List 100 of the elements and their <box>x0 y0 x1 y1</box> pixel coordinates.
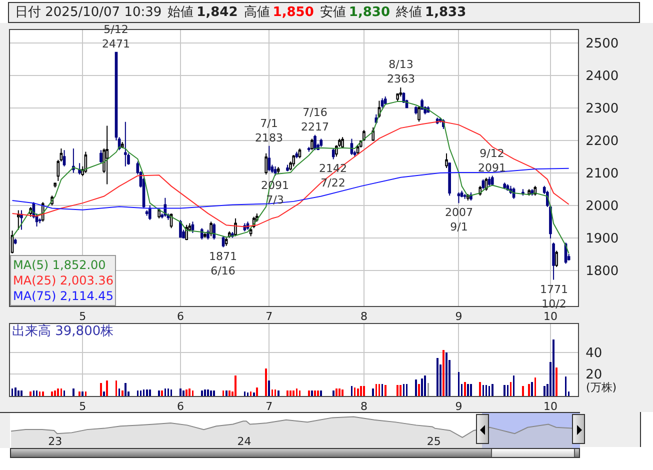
y-tick-label: 2000 <box>586 198 619 214</box>
y-tick-label: 1800 <box>586 264 619 279</box>
x-tick-label: 5 <box>79 400 86 414</box>
candlestick <box>145 210 148 216</box>
y-tick-label: 2400 <box>586 69 619 84</box>
x-tick-label: 8 <box>360 400 368 414</box>
candlestick <box>399 86 402 98</box>
candlestick <box>380 98 384 108</box>
candlestick <box>72 148 75 174</box>
candlestick <box>320 138 323 148</box>
candlestick <box>210 221 212 237</box>
candlestick <box>503 182 506 190</box>
candlestick <box>78 162 81 175</box>
candlestick <box>350 138 354 156</box>
candlestick <box>528 188 530 196</box>
y-tick-label: 2100 <box>586 166 619 182</box>
y-tick-label: 2300 <box>586 101 619 116</box>
candlestick <box>552 242 555 280</box>
candlestick <box>249 228 252 237</box>
candlestick <box>555 250 558 268</box>
candlestick <box>200 228 204 240</box>
text: 始値 1,842 <box>168 5 238 20</box>
annotation: 7/1 2183 <box>255 117 283 144</box>
candlestick <box>530 188 534 196</box>
candlestick <box>148 204 152 220</box>
candlestick <box>292 154 296 167</box>
candlestick <box>100 150 102 164</box>
x-tick-label: 23 <box>48 435 62 448</box>
candlestick <box>490 175 494 186</box>
candlestick <box>298 148 302 159</box>
candlestick <box>106 125 108 185</box>
candlestick <box>204 232 206 238</box>
x-tick-label: 5 <box>79 310 86 324</box>
candlestick <box>264 152 268 175</box>
chart-title: 出来高 39,800株 <box>12 323 114 340</box>
y-tick-label: 2200 <box>586 134 619 149</box>
candlestick <box>20 210 23 230</box>
candlestick <box>14 238 17 245</box>
candlestick <box>268 145 271 172</box>
candlestick <box>38 218 42 224</box>
candlestick <box>212 222 216 240</box>
candlestick <box>308 146 310 152</box>
candlestick <box>158 209 160 219</box>
x-tick-label: 25 <box>426 435 441 448</box>
x-tick-label: 9 <box>455 310 462 324</box>
candlestick <box>224 237 228 246</box>
candlestick <box>274 166 277 176</box>
x-tick-label: 7 <box>266 310 273 324</box>
x-tick-label: 9 <box>455 400 462 414</box>
candlestick <box>120 142 124 148</box>
x-tick-label: 10 <box>543 310 558 324</box>
x-tick-label: 24 <box>237 435 252 448</box>
text: 終値 1,833 <box>396 5 466 20</box>
candlestick <box>179 219 182 238</box>
text: 高値 1,850 <box>244 5 314 20</box>
annotation: 7/16 2217 <box>301 106 329 134</box>
candlestick <box>54 182 57 188</box>
annotation: 1871 6/16 <box>209 250 237 278</box>
candlestick <box>310 138 314 151</box>
candlestick <box>457 192 460 204</box>
x-tick-label: 10 <box>543 400 558 414</box>
candlestick <box>463 193 466 200</box>
candlestick <box>448 162 451 196</box>
y-tick-label: 1900 <box>586 231 619 246</box>
candlestick <box>384 96 387 106</box>
candlestick <box>341 136 344 150</box>
chart-title: 日付 2025/10/07 10:39 <box>15 5 162 20</box>
candlestick <box>332 148 335 160</box>
candlestick <box>488 176 491 186</box>
candlestick <box>418 106 420 122</box>
text: 安値 1,830 <box>320 5 390 20</box>
y-tick-label: 2500 <box>586 36 619 52</box>
annotation: 8/13 2363 <box>387 58 415 86</box>
candlestick <box>445 152 448 168</box>
candlestick <box>372 126 375 142</box>
candlestick <box>482 178 485 190</box>
series-label: MA(5) 1,852.00 <box>13 258 106 272</box>
y-tick-label: 40 <box>586 346 602 361</box>
candlestick <box>228 230 231 238</box>
x-tick-label: 6 <box>176 400 184 414</box>
candlestick <box>276 166 280 174</box>
candlestick <box>124 121 127 167</box>
text: MA(75) 2,114.45 <box>13 289 114 304</box>
candlestick <box>295 151 298 159</box>
x-tick-label: 8 <box>360 310 368 324</box>
x-tick-label: 6 <box>176 310 184 324</box>
candlestick <box>234 218 237 237</box>
annotation: 2007 9/1 <box>445 206 473 234</box>
y-axis-title: (万株) <box>586 381 617 394</box>
candlestick <box>17 210 20 230</box>
candlestick <box>314 134 316 151</box>
candlestick <box>191 221 194 234</box>
x-tick-label: 7 <box>266 400 273 414</box>
text: MA(25) 2,003.36 <box>13 274 114 288</box>
candlestick <box>414 106 418 115</box>
annotation: 9/12 2091 <box>478 147 506 174</box>
candlestick <box>185 224 188 241</box>
candlestick <box>286 164 289 172</box>
candlestick <box>62 150 66 167</box>
y-tick-label: 20 <box>586 368 602 383</box>
